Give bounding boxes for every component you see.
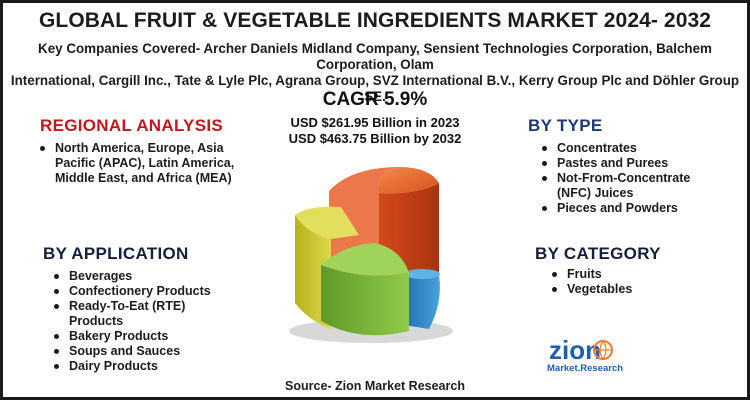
pie-slice-orange-top (378, 167, 439, 194)
by-category-heading: BY CATEGORY (535, 244, 661, 263)
pie-slice-yellow-top (295, 206, 359, 239)
zion-logo-word: zion (549, 335, 601, 365)
market-value-2032: USD $463.75 Billion by 2032 (288, 131, 462, 146)
list-item: Not-From-Concentrate (NFC) Juices (539, 171, 719, 201)
list-item: Pieces and Powders (539, 201, 719, 216)
pie-slice-blue-top (404, 269, 440, 279)
market-values: USD $261.95 Billion in 2023 USD $463.75 … (255, 115, 495, 147)
list-item: Dairy Products (51, 359, 241, 374)
zion-logo-globe-meridian (594, 340, 612, 361)
by-category-list: Fruits Vegetables (549, 267, 689, 297)
pie-slice-green-top (321, 243, 409, 276)
list-item: Ready-To-Eat (RTE) Products (51, 299, 199, 329)
key-companies: Key Companies Covered- Archer Daniels Mi… (9, 41, 741, 105)
list-item: Concentrates (539, 141, 719, 156)
key-companies-line-1: Key Companies Covered- Archer Daniels Mi… (38, 41, 712, 72)
list-item: Bakery Products (51, 329, 241, 344)
list-item: Pastes and Purees (539, 156, 719, 171)
pie-chart-illustration (289, 167, 453, 343)
by-type-list: Concentrates Pastes and Purees Not-From-… (539, 141, 719, 216)
pie-slice-blue (404, 273, 440, 329)
market-value-2023: USD $261.95 Billion in 2023 (290, 115, 460, 130)
zion-logo: zion Market.Research (547, 335, 623, 374)
pie-slice-green-side (321, 265, 409, 336)
list-item: Fruits (549, 267, 689, 282)
zion-logo-tagline: Market.Research (547, 363, 623, 374)
list-item: Vegetables (549, 282, 689, 297)
cagr-label: CAGR 5.9% (322, 89, 428, 110)
by-type-heading: BY TYPE (528, 116, 603, 135)
list-item: Beverages (51, 269, 241, 284)
by-application-list: Beverages Confectionery Products Ready-T… (51, 269, 241, 374)
by-application-heading: BY APPLICATION (43, 244, 189, 263)
key-companies-line-2: International, Cargill Inc., Tate & Lyle… (10, 73, 740, 104)
list-item: Soups and Sauces (51, 344, 241, 359)
source-credit: Source- Zion Market Research (285, 379, 465, 393)
regional-analysis-list: North America, Europe, Asia Pacific (APA… (37, 141, 237, 186)
page-title: GLOBAL FRUIT & VEGETABLE INGREDIENTS MAR… (38, 9, 712, 32)
regional-analysis-heading: REGIONAL ANALYSIS (40, 116, 224, 135)
list-item: Confectionery Products (51, 284, 241, 299)
list-item: North America, Europe, Asia Pacific (APA… (37, 141, 237, 186)
